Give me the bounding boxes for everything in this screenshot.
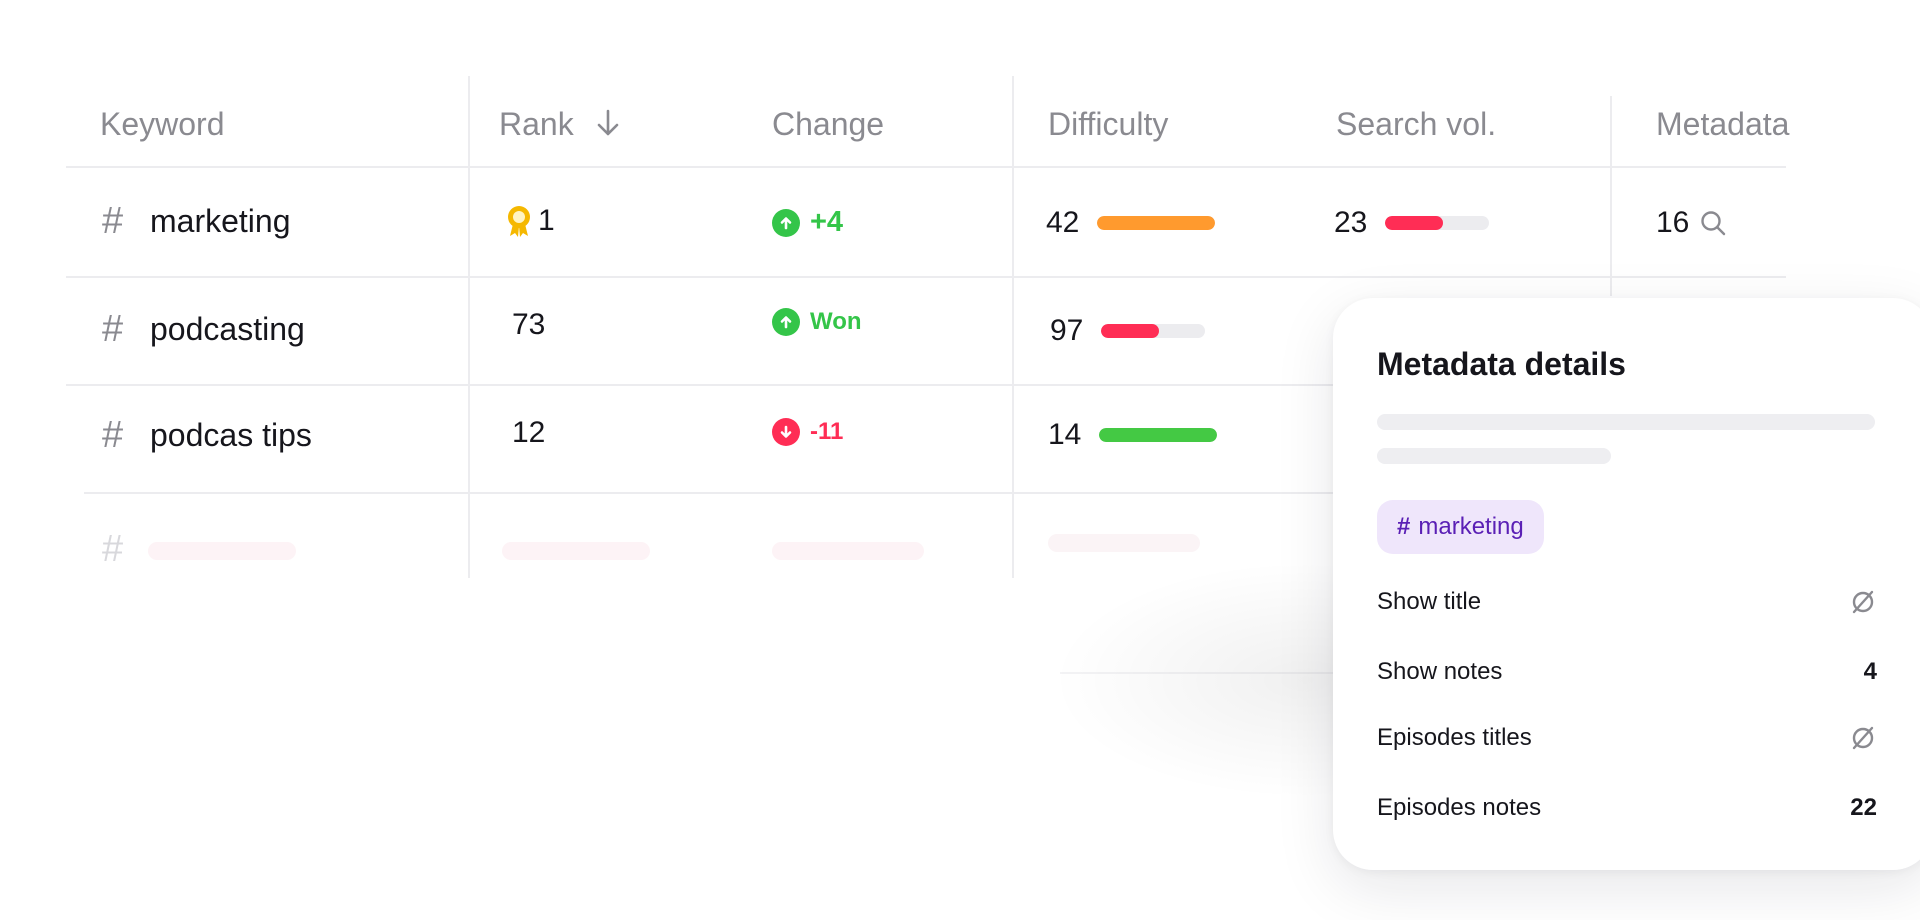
- loading-placeholder: [1377, 414, 1875, 430]
- loading-placeholder: [772, 542, 924, 560]
- rank-value: 1: [538, 204, 555, 237]
- hashtag-icon: #: [102, 414, 124, 456]
- keyword-tag-label: marketing: [1418, 513, 1524, 540]
- metadata-label: Episodes titles: [1377, 724, 1532, 751]
- difficulty-bar: [1101, 324, 1206, 338]
- keyword-text: podcasting: [150, 311, 305, 347]
- change-value: -11: [810, 418, 844, 445]
- award-badge-icon: [506, 204, 532, 238]
- change-cell: -11: [772, 418, 843, 446]
- change-value: Won: [810, 308, 862, 335]
- row-divider-faint: [1060, 672, 1340, 674]
- keyword-text: marketing: [150, 203, 291, 239]
- metadata-row-show-notes: Show notes 4: [1377, 658, 1877, 686]
- metadata-value: 22: [1850, 794, 1877, 821]
- hashtag-icon: #: [1397, 513, 1411, 540]
- difficulty-value: 14: [1048, 418, 1082, 451]
- arrow-up-circle-icon: [772, 308, 800, 336]
- table-row-keyword[interactable]: # marketing: [102, 200, 291, 243]
- sort-descending-icon[interactable]: [595, 107, 621, 147]
- difficulty-bar-fill: [1099, 428, 1218, 442]
- loading-placeholder: [148, 542, 296, 560]
- rank-cell: 73: [512, 308, 545, 342]
- difficulty-cell: 42: [1046, 206, 1216, 240]
- keyword-text: podcas tips: [150, 417, 312, 453]
- loading-placeholder: [1377, 448, 1611, 464]
- search-vol-cell: 23: [1334, 206, 1490, 240]
- column-header-search-vol[interactable]: Search vol.: [1336, 106, 1497, 142]
- arrow-down-circle-icon: [772, 418, 800, 446]
- metadata-value: 4: [1863, 658, 1877, 685]
- empty-set-icon: [1849, 588, 1877, 616]
- difficulty-cell: 97: [1050, 314, 1206, 348]
- keyword-tag[interactable]: # marketing: [1377, 500, 1544, 554]
- header-divider: [66, 166, 1786, 168]
- change-cell: Won: [772, 308, 862, 336]
- column-header-metadata[interactable]: Metadata: [1656, 106, 1790, 142]
- loading-placeholder: [1048, 534, 1200, 552]
- change-cell: +4: [772, 206, 843, 239]
- metadata-row-episodes-titles: Episodes titles: [1377, 724, 1877, 752]
- table-row-keyword[interactable]: # podcas tips: [102, 414, 312, 457]
- difficulty-bar: [1099, 428, 1218, 442]
- search-vol-bar: [1385, 216, 1490, 230]
- metadata-label: Show notes: [1377, 658, 1503, 685]
- difficulty-bar-fill: [1097, 216, 1216, 230]
- column-header-change[interactable]: Change: [772, 106, 885, 142]
- hashtag-icon: #: [102, 308, 124, 350]
- loading-placeholder: [502, 542, 650, 560]
- table-row-keyword[interactable]: # podcasting: [102, 308, 305, 351]
- metadata-row-show-title: Show title: [1377, 588, 1877, 616]
- row-divider-1: [66, 276, 1786, 278]
- search-vol-value: 23: [1334, 206, 1368, 239]
- change-value: +4: [810, 206, 844, 238]
- metadata-cell[interactable]: 16: [1656, 206, 1727, 240]
- row-divider-3: [84, 492, 1344, 494]
- column-divider-change: [1012, 76, 1014, 578]
- hashtag-icon: #: [102, 200, 124, 242]
- rank-cell: 12: [512, 416, 545, 450]
- difficulty-value: 42: [1046, 206, 1080, 239]
- difficulty-cell: 14: [1048, 418, 1218, 452]
- loading-row: #: [102, 528, 123, 571]
- column-header-keyword[interactable]: Keyword: [100, 106, 225, 142]
- metadata-row-episodes-notes: Episodes notes 22: [1377, 794, 1877, 822]
- panel-title: Metadata details: [1377, 346, 1626, 382]
- search-icon[interactable]: [1699, 209, 1727, 237]
- metadata-details-panel: Metadata details # marketing Show title …: [1333, 298, 1920, 870]
- difficulty-bar-fill: [1101, 324, 1159, 338]
- hashtag-icon: #: [102, 528, 124, 570]
- column-header-difficulty[interactable]: Difficulty: [1048, 106, 1169, 142]
- column-divider-keyword: [468, 76, 470, 578]
- search-vol-bar-fill: [1385, 216, 1443, 230]
- metadata-label: Episodes notes: [1377, 794, 1542, 821]
- rank-value: 73: [512, 308, 546, 341]
- column-header-rank[interactable]: Rank: [499, 104, 621, 147]
- panel-shadow: [1050, 560, 1370, 800]
- column-divider-search: [1610, 96, 1612, 296]
- metadata-label: Show title: [1377, 588, 1482, 615]
- difficulty-bar: [1097, 216, 1216, 230]
- rank-value: 12: [512, 416, 546, 449]
- arrow-up-circle-icon: [772, 208, 800, 237]
- empty-set-icon: [1849, 724, 1877, 752]
- difficulty-value: 97: [1050, 314, 1084, 347]
- row-divider-2: [66, 384, 1346, 386]
- rank-cell: 1: [506, 204, 555, 238]
- metadata-value: 16: [1656, 206, 1690, 239]
